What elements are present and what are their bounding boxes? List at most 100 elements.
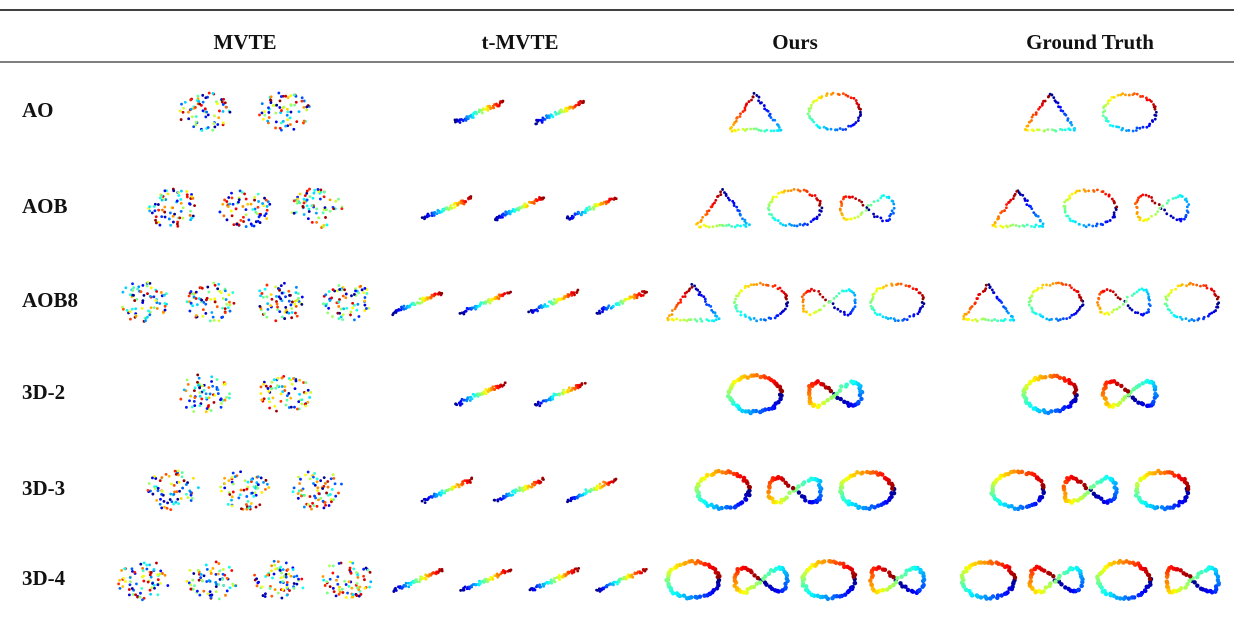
point bbox=[971, 305, 974, 308]
point bbox=[739, 115, 742, 118]
point bbox=[280, 393, 283, 396]
point bbox=[283, 282, 286, 285]
point bbox=[291, 311, 294, 314]
panel-image bbox=[1096, 287, 1152, 316]
point bbox=[164, 216, 167, 219]
point bbox=[847, 314, 850, 317]
point bbox=[413, 303, 416, 306]
point bbox=[733, 202, 736, 205]
point bbox=[1170, 215, 1173, 218]
point bbox=[205, 564, 208, 567]
point bbox=[739, 225, 742, 228]
point bbox=[994, 221, 997, 224]
point bbox=[1185, 284, 1188, 287]
point bbox=[786, 484, 790, 488]
point bbox=[368, 586, 371, 589]
point bbox=[895, 576, 899, 580]
point bbox=[150, 571, 153, 574]
point bbox=[269, 587, 272, 590]
panel-image bbox=[838, 470, 896, 511]
point bbox=[668, 314, 671, 317]
point bbox=[1116, 308, 1119, 311]
point bbox=[1112, 216, 1115, 219]
point bbox=[332, 288, 335, 291]
point bbox=[1116, 403, 1120, 407]
point bbox=[1161, 205, 1164, 208]
point bbox=[358, 585, 361, 588]
point bbox=[704, 300, 707, 303]
point bbox=[750, 283, 753, 286]
point bbox=[990, 561, 994, 565]
point bbox=[279, 566, 282, 569]
panel-image bbox=[147, 188, 196, 228]
point bbox=[207, 114, 210, 117]
point bbox=[1033, 590, 1037, 594]
point bbox=[839, 384, 843, 388]
point bbox=[581, 382, 584, 385]
point bbox=[191, 406, 194, 409]
point bbox=[803, 498, 807, 502]
point bbox=[262, 481, 265, 484]
point bbox=[691, 286, 694, 289]
point bbox=[839, 127, 842, 130]
point bbox=[275, 120, 278, 123]
point bbox=[166, 507, 169, 510]
point bbox=[1026, 199, 1029, 202]
point bbox=[897, 283, 900, 286]
point bbox=[355, 309, 358, 312]
point bbox=[1150, 215, 1153, 218]
point bbox=[245, 225, 248, 228]
point bbox=[715, 225, 718, 228]
point bbox=[1042, 569, 1046, 573]
point bbox=[191, 304, 194, 307]
point bbox=[338, 288, 341, 291]
point bbox=[1030, 225, 1033, 228]
point bbox=[823, 126, 826, 129]
point bbox=[916, 312, 919, 315]
point bbox=[892, 212, 895, 215]
point bbox=[859, 397, 863, 401]
point bbox=[730, 225, 733, 228]
point bbox=[201, 287, 204, 290]
point bbox=[304, 404, 307, 407]
point bbox=[1012, 197, 1015, 200]
point bbox=[245, 503, 248, 506]
point bbox=[859, 114, 862, 117]
point bbox=[190, 290, 193, 293]
point bbox=[756, 576, 760, 580]
point bbox=[251, 492, 254, 495]
point bbox=[818, 213, 821, 216]
point bbox=[886, 196, 889, 199]
point bbox=[1001, 210, 1004, 213]
point bbox=[748, 316, 751, 319]
point bbox=[271, 381, 274, 384]
point bbox=[728, 199, 731, 202]
point bbox=[203, 389, 206, 392]
point bbox=[1051, 94, 1054, 97]
point bbox=[493, 499, 496, 502]
point bbox=[148, 205, 151, 208]
point bbox=[301, 205, 304, 208]
point bbox=[823, 304, 826, 307]
point bbox=[151, 493, 154, 496]
point bbox=[293, 487, 296, 490]
point bbox=[779, 287, 782, 290]
point bbox=[805, 310, 808, 313]
point bbox=[194, 386, 197, 389]
point bbox=[190, 108, 193, 111]
point bbox=[1031, 310, 1034, 313]
point bbox=[323, 506, 326, 509]
point bbox=[154, 487, 157, 490]
row-label: 3D-2 bbox=[22, 380, 65, 404]
point bbox=[593, 487, 596, 490]
point bbox=[1112, 290, 1115, 293]
point bbox=[699, 318, 702, 321]
point bbox=[253, 199, 256, 202]
panel-image bbox=[1062, 475, 1119, 505]
point bbox=[216, 123, 219, 126]
point bbox=[717, 195, 720, 198]
point bbox=[734, 298, 737, 301]
point bbox=[173, 490, 176, 493]
point bbox=[684, 295, 687, 298]
point bbox=[987, 319, 990, 322]
